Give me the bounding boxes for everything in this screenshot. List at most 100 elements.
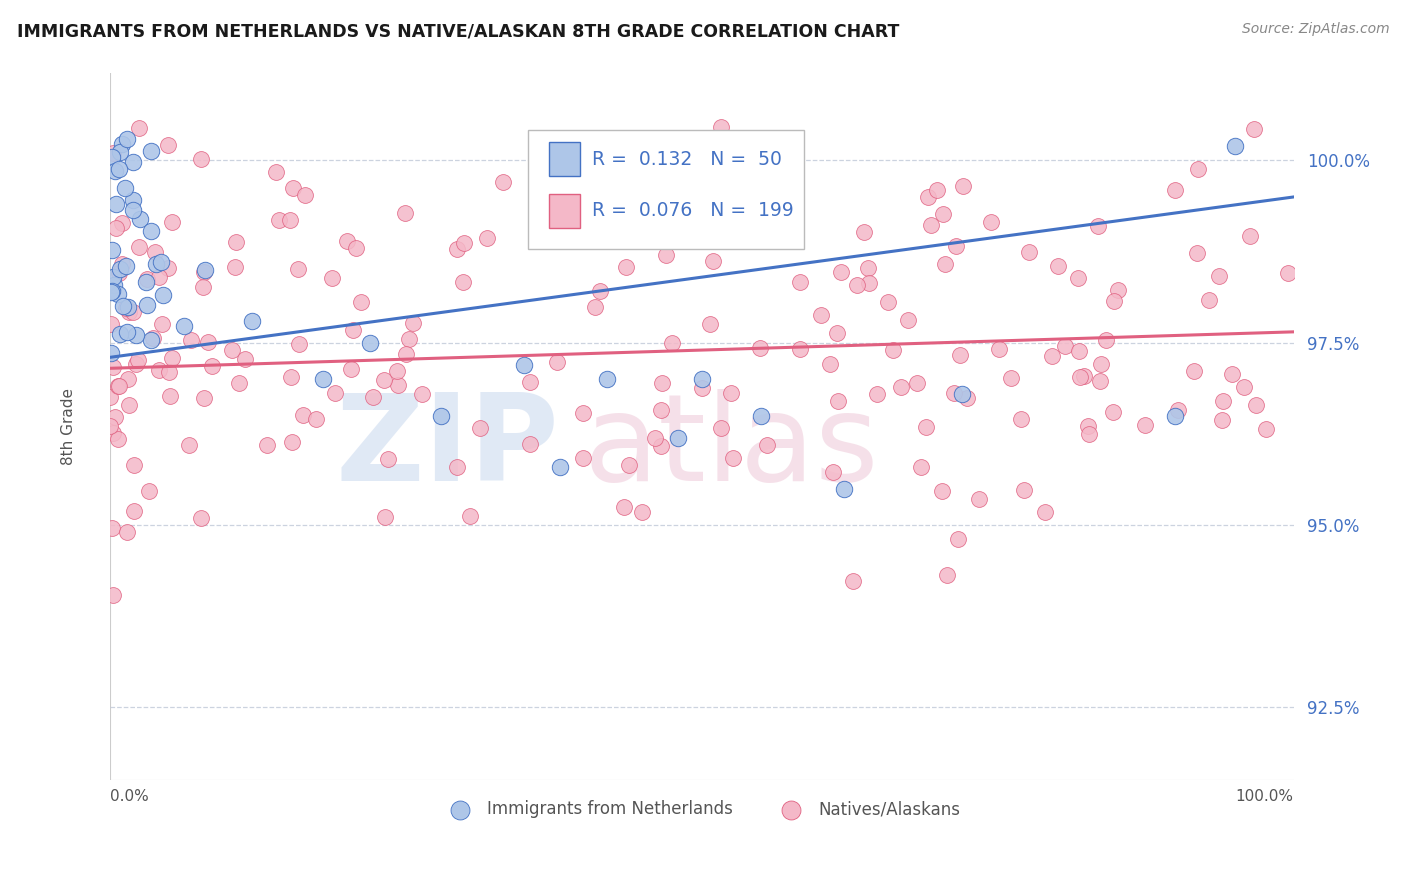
Point [122,202,145,217]
Point [108,161,131,176]
Point [468,421,491,435]
Point [877,294,900,309]
Point [224,260,246,274]
Point [1069,343,1091,358]
Point [956,391,979,405]
Point [281,181,304,195]
Point [139,144,162,158]
Point [1187,162,1209,177]
Point [1011,412,1033,426]
Point [101,588,124,602]
Point [1233,380,1256,394]
Point [398,332,420,346]
Point [118,305,141,319]
Point [934,257,956,271]
Point [710,120,733,134]
Point [946,532,969,546]
Point [281,434,304,449]
Point [1094,334,1116,348]
Point [936,568,959,582]
Point [361,390,384,404]
Point [411,387,433,401]
Point [1208,268,1230,283]
Point [125,357,148,371]
Point [100,285,122,300]
Point [789,276,811,290]
Point [666,431,689,445]
Point [1164,409,1187,423]
Point [103,146,125,161]
Point [160,214,183,228]
Point [342,323,364,337]
Point [744,206,766,220]
Point [655,248,678,262]
Point [1035,505,1057,519]
Point [122,155,145,169]
Point [546,354,568,368]
Point [446,460,468,475]
Point [107,379,129,393]
Point [193,391,215,405]
Point [142,331,165,345]
Point [148,362,170,376]
Point [749,341,772,355]
Point [103,360,125,375]
Point [110,262,132,277]
Point [690,372,713,386]
Point [143,244,166,259]
Point [852,225,875,239]
Point [1185,246,1208,260]
Point [117,398,139,412]
Point [177,438,200,452]
Point [193,263,215,277]
Point [749,409,772,423]
Point [572,406,595,420]
Point [820,357,842,371]
Point [104,164,127,178]
Point [548,459,571,474]
Text: 8th Grade: 8th Grade [60,388,76,465]
Point [110,136,132,151]
Text: Source: ZipAtlas.com: Source: ZipAtlas.com [1241,22,1389,37]
Point [221,343,243,358]
Point [136,298,159,312]
Point [917,190,939,204]
Text: R =  0.132   N =  50: R = 0.132 N = 50 [592,150,782,169]
Point [385,364,408,378]
Point [111,216,134,230]
Point [1198,293,1220,307]
Point [910,460,932,475]
Point [950,387,973,401]
Point [596,372,619,386]
Point [1277,266,1299,280]
Point [122,504,145,518]
Point [103,425,125,440]
Point [359,335,381,350]
Point [446,242,468,256]
Point [952,178,974,193]
Point [1220,367,1243,381]
Point [112,300,135,314]
Point [1254,422,1277,436]
Point [201,359,224,373]
Point [690,381,713,395]
Point [141,334,163,348]
Point [1046,259,1069,273]
Point [890,380,912,394]
Point [1088,374,1111,388]
Point [1040,349,1063,363]
Point [180,333,202,347]
Point [430,409,453,423]
Point [115,260,138,274]
Point [650,403,672,417]
Point [720,386,742,401]
Point [312,372,335,386]
Point [350,294,373,309]
Point [630,506,652,520]
Point [288,336,311,351]
Point [789,343,811,357]
Point [374,510,396,524]
Point [612,208,634,222]
Point [583,300,606,314]
Point [114,180,136,194]
